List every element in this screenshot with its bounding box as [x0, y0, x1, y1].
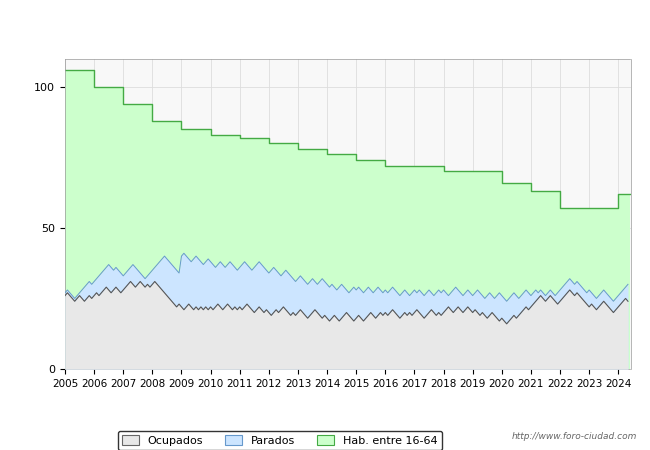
Legend: Ocupados, Parados, Hab. entre 16-64: Ocupados, Parados, Hab. entre 16-64: [118, 431, 442, 450]
Text: Villanueva del Aceral - Evolucion de la poblacion en edad de Trabajar Mayo de 20: Villanueva del Aceral - Evolucion de la …: [31, 18, 619, 31]
Text: http://www.foro-ciudad.com: http://www.foro-ciudad.com: [512, 432, 637, 441]
